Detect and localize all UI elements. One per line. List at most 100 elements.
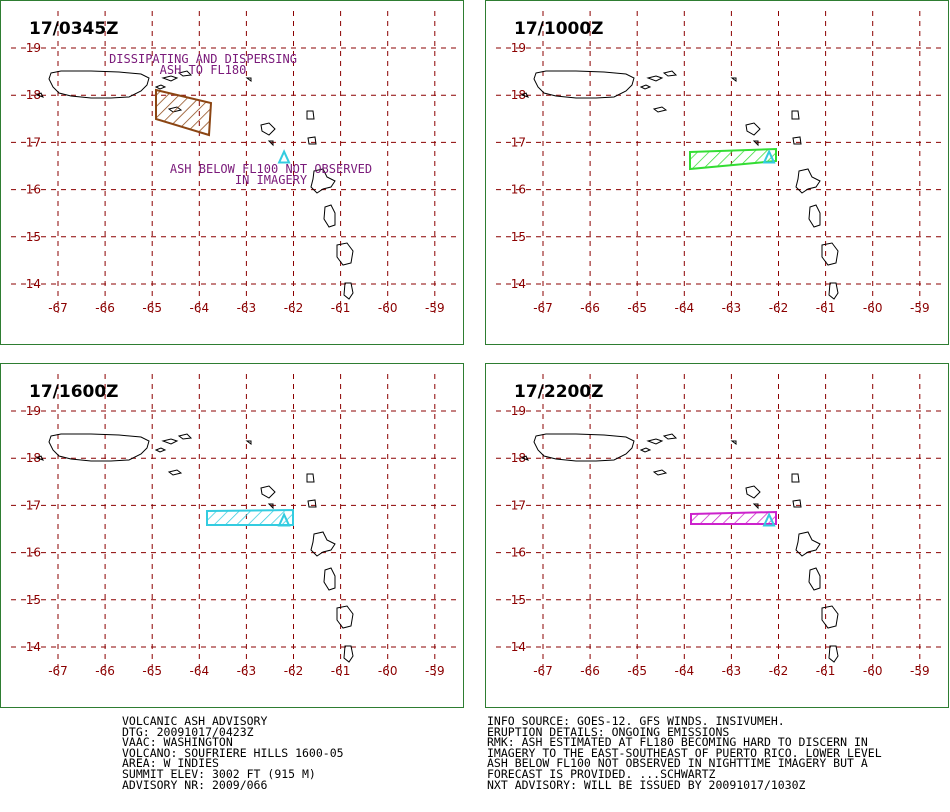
latitude-label: 17 — [511, 498, 526, 512]
island-outline — [48, 433, 150, 462]
longitude-label: -63 — [237, 664, 257, 678]
longitude-label: -60 — [863, 301, 883, 315]
latitude-label: 18 — [26, 88, 41, 102]
island-outline — [343, 645, 354, 663]
ash-cloud-polygon — [689, 147, 777, 171]
longitude-label: -65 — [142, 664, 162, 678]
latitude-label: 19 — [511, 404, 526, 418]
latitude-label: 14 — [26, 640, 41, 654]
island-outline — [161, 438, 179, 445]
latitude-label: 15 — [511, 230, 526, 244]
island-outline — [752, 140, 759, 147]
info-line: INFO SOURCE: GOES-12. GFS WINDS. INSIVUM… — [487, 714, 785, 728]
advisory-line: VOLCANIC ASH ADVISORY — [122, 714, 268, 728]
latitude-label: 14 — [511, 640, 526, 654]
longitude-label: -61 — [816, 301, 836, 315]
longitude-label: -59 — [910, 664, 930, 678]
island-outline — [336, 242, 354, 266]
latitude-label: 19 — [511, 41, 526, 55]
island-outline — [307, 136, 317, 145]
longitude-label: -61 — [331, 301, 351, 315]
island-outline — [808, 204, 821, 228]
island-outline — [260, 122, 276, 136]
forecast-panel: -67 -66 -65 -64 -63 -62 -61 -60 -59 19 18 17 16 15 14 1… — [485, 0, 949, 345]
longitude-label: -62 — [769, 301, 789, 315]
latitude-label: 16 — [26, 546, 41, 560]
coastlines — [35, 70, 354, 300]
ash-cloud-polygon — [690, 510, 777, 525]
longitude-label: -66 — [580, 301, 600, 315]
info-line: IMAGERY TO THE EAST-SOUTHEAST OF PUERTO … — [487, 745, 882, 760]
advisory-line: AREA: W_INDIES — [122, 756, 219, 771]
latitude-label: 17 — [26, 135, 41, 149]
island-outline — [161, 75, 179, 82]
map-svg: -67 -66 -65 -64 -63 -62 -61 -60 -59 19 18 17 16 15 14 — [496, 374, 942, 678]
longitude-label: -63 — [237, 301, 257, 315]
island-outline — [821, 605, 839, 629]
panel-time-label: 17/1000Z — [514, 19, 604, 39]
latitude-label: 18 — [26, 451, 41, 465]
longitude-label: -67 — [533, 301, 553, 315]
island-outline — [267, 140, 274, 147]
island-outline — [730, 77, 737, 82]
latitude-label: 16 — [511, 546, 526, 560]
longitude-label: -64 — [674, 664, 694, 678]
panel-time-label: 17/1600Z — [29, 382, 119, 402]
longitude-label: -64 — [189, 301, 209, 315]
map-annotation: ASH BELOW FL100 NOT OBSERVED — [170, 162, 372, 176]
island-outline — [730, 440, 737, 445]
volcano-marker-icon — [277, 512, 291, 527]
advisory-info-block: INFO SOURCE: GOES-12. GFS WINDS. INSIVUM… — [487, 714, 882, 792]
forecast-panel: -67 -66 -65 -64 -63 -62 -61 -60 -59 19 18 17 16 15 14 1… — [485, 363, 949, 708]
volcano-marker-icon — [762, 149, 776, 164]
island-outline — [821, 242, 839, 266]
island-outline — [306, 473, 315, 483]
island-outline — [791, 473, 800, 483]
longitude-label: -63 — [722, 301, 742, 315]
panel-time-label: 17/0345Z — [29, 19, 119, 39]
advisory-line: ADVISORY NR: 2009/066 — [122, 777, 268, 792]
island-outline — [792, 136, 802, 145]
island-outline — [652, 469, 668, 476]
island-outline — [35, 92, 44, 98]
coastlines — [35, 433, 354, 663]
island-outline — [323, 567, 336, 591]
info-line: NXT ADVISORY: WILL BE ISSUED BY 20091017… — [487, 777, 806, 792]
island-outline — [662, 70, 678, 77]
info-line: RMK: ASH ESTIMATED AT FL180 BECOMING HAR… — [487, 735, 868, 750]
island-outline — [48, 70, 150, 99]
advisory-line: VAAC: WASHINGTON — [122, 735, 233, 750]
map-svg: -67 -66 -65 -64 -63 -62 -61 -60 -59 19 18 17 16 15 14 — [11, 374, 457, 678]
longitude-label: -62 — [284, 664, 304, 678]
latitude-label: 15 — [26, 230, 41, 244]
island-outline — [154, 447, 167, 453]
island-outline — [307, 499, 317, 508]
ash-cloud-polygon — [155, 88, 213, 137]
graticule — [496, 11, 942, 313]
info-line: FORECAST IS PROVIDED. ...SCHWARTZ — [487, 766, 716, 781]
island-outline — [639, 84, 652, 90]
island-outline — [323, 204, 336, 228]
volcano-marker-icon — [277, 149, 291, 164]
island-outline — [646, 75, 664, 82]
longitude-label: -67 — [533, 664, 553, 678]
advisory-header-block: VOLCANIC ASH ADVISORY DTG: 20091017/0423… — [122, 714, 344, 792]
latitude-label: 19 — [26, 404, 41, 418]
island-outline — [828, 282, 839, 300]
longitude-label: -62 — [769, 664, 789, 678]
info-line: ASH BELOW FL100 NOT OBSERVED IN NIGHTTIM… — [487, 756, 868, 771]
graticule — [496, 374, 942, 676]
ash-cloud-polygon — [206, 508, 294, 526]
island-outline — [795, 531, 821, 557]
island-outline — [167, 469, 183, 476]
longitude-label: -66 — [580, 664, 600, 678]
island-outline — [310, 531, 336, 557]
longitude-label: -67 — [48, 301, 68, 315]
island-outline — [533, 70, 635, 99]
longitude-label: -64 — [189, 664, 209, 678]
longitude-label: -60 — [378, 301, 398, 315]
longitude-label: -62 — [284, 301, 304, 315]
latitude-label: 14 — [26, 277, 41, 291]
longitude-label: -65 — [627, 664, 647, 678]
island-outline — [520, 455, 529, 461]
